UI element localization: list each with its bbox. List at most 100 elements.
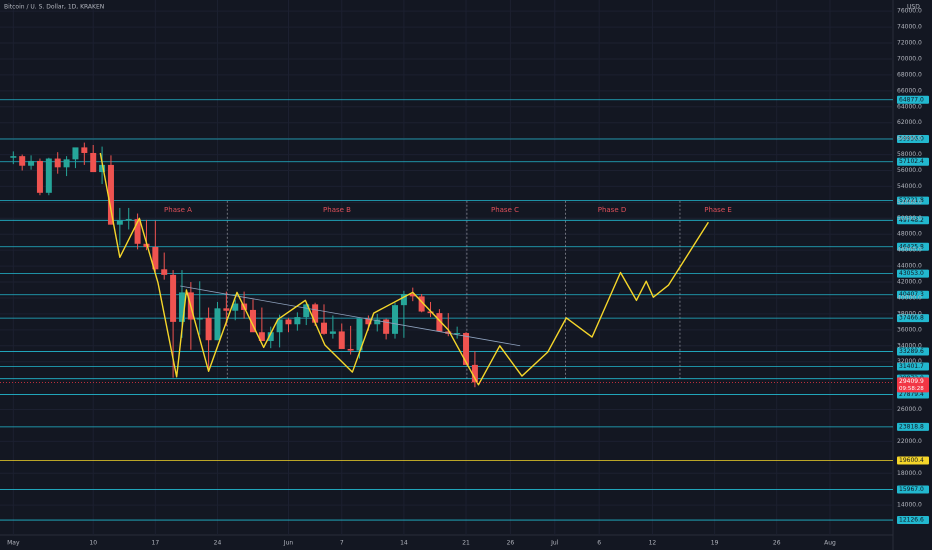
level-label: 23818.8 xyxy=(899,423,924,430)
candle-body xyxy=(90,152,97,173)
y-tick-label: 46000.0 xyxy=(897,247,922,254)
level-tag xyxy=(897,485,929,494)
candle-body xyxy=(28,160,35,166)
candle-body xyxy=(427,311,434,314)
candle-body xyxy=(418,296,425,312)
candle-body xyxy=(338,331,345,349)
level-label: 52221.8 xyxy=(899,197,924,204)
y-tick-label: 58000.0 xyxy=(897,151,922,158)
candle-body xyxy=(312,304,319,323)
phase-label: Phase D xyxy=(598,206,627,214)
level-label: 43053.0 xyxy=(899,270,924,277)
y-tick-label: 70000.0 xyxy=(897,55,922,62)
level-label: 33289.6 xyxy=(899,348,924,355)
candle-body xyxy=(134,219,141,244)
y-tick-label: 14000.0 xyxy=(897,502,922,509)
level-tag xyxy=(897,290,929,299)
y-tick-label: 40000.0 xyxy=(897,294,922,301)
candle-body xyxy=(356,318,363,351)
level-label: 49748.2 xyxy=(899,217,924,224)
candle-body xyxy=(329,331,336,334)
y-tick-label: 74000.0 xyxy=(897,24,922,31)
candle-body xyxy=(249,309,256,333)
y-tick-label: 18000.0 xyxy=(897,470,922,477)
candle-body xyxy=(454,333,461,335)
x-tick-label: 10 xyxy=(89,540,97,547)
candle-body xyxy=(72,147,79,160)
level-label: 19600.4 xyxy=(899,457,924,464)
x-tick-label: 7 xyxy=(340,540,344,547)
level-tag xyxy=(897,216,929,225)
y-tick-label: 68000.0 xyxy=(897,71,922,78)
candle-body xyxy=(36,160,43,193)
x-tick-label: 26 xyxy=(773,540,781,547)
phase-label: Phase A xyxy=(164,206,192,214)
candle-body xyxy=(214,308,221,341)
level-label: 59956.0 xyxy=(899,135,924,142)
candle-body xyxy=(374,319,381,325)
candle-body xyxy=(258,332,265,341)
y-tick-label: 44000.0 xyxy=(897,263,922,270)
last-price-tag xyxy=(897,377,929,393)
level-label: 15967.0 xyxy=(899,486,924,493)
phase-label: Phase B xyxy=(323,206,351,214)
x-tick-label: Jul xyxy=(550,540,559,547)
x-tick-label: 6 xyxy=(597,540,601,547)
level-tag xyxy=(897,347,929,356)
candle-body xyxy=(54,158,61,168)
level-tag xyxy=(897,196,929,205)
candle-body xyxy=(152,246,159,270)
candle-body xyxy=(392,305,399,334)
candle-body xyxy=(267,332,274,341)
candle-body xyxy=(436,313,443,332)
y-tick-label: 50000.0 xyxy=(897,215,922,222)
candle-body xyxy=(471,364,478,383)
y-tick-label: 42000.0 xyxy=(897,279,922,286)
candle-body xyxy=(383,319,390,334)
y-tick-label: 60000.0 xyxy=(897,135,922,142)
x-tick-label: 19 xyxy=(711,540,719,547)
level-tag xyxy=(897,242,929,251)
currency: USD xyxy=(907,4,920,11)
candle-body xyxy=(10,156,17,158)
x-tick-label: May xyxy=(7,540,20,547)
level-label: 12126.6 xyxy=(899,517,924,524)
x-tick-label: 26 xyxy=(507,540,515,547)
level-tag xyxy=(897,390,929,399)
y-tick-label: 66000.0 xyxy=(897,87,922,94)
y-tick-label: 38000.0 xyxy=(897,310,922,317)
projection-line xyxy=(99,152,709,386)
candle-body xyxy=(303,304,310,318)
level-tag xyxy=(897,362,929,371)
level-tag xyxy=(897,516,929,525)
y-tick-label: 36000.0 xyxy=(897,326,922,333)
y-tick-label: 56000.0 xyxy=(897,167,922,174)
x-tick-label: Jun xyxy=(283,540,294,547)
candle-body xyxy=(463,333,470,365)
candle-body xyxy=(45,158,52,193)
last-price-label: 29409.9 xyxy=(899,378,924,385)
y-tick-label: 34000.0 xyxy=(897,342,922,349)
x-tick-label: 12 xyxy=(649,540,657,547)
phase-label: Phase C xyxy=(491,206,519,214)
level-tag xyxy=(897,314,929,323)
y-tick-label: 76000.0 xyxy=(897,8,922,15)
x-tick-label: 17 xyxy=(152,540,160,547)
candle-body xyxy=(294,317,301,325)
level-tag xyxy=(897,157,929,166)
y-tick-label: 62000.0 xyxy=(897,119,922,126)
level-tag xyxy=(897,456,929,465)
candle-body xyxy=(400,293,407,306)
candle-body xyxy=(365,318,372,325)
level-label: 40407.3 xyxy=(899,291,924,298)
candle-body xyxy=(223,308,230,311)
candle-body xyxy=(232,303,239,311)
candle-body xyxy=(347,348,354,351)
candle-body xyxy=(99,164,106,173)
candle-body xyxy=(196,317,203,320)
candle-body xyxy=(19,156,26,166)
candle-body xyxy=(205,317,212,341)
candle-body xyxy=(116,220,123,225)
level-label: 37466.8 xyxy=(899,315,924,322)
